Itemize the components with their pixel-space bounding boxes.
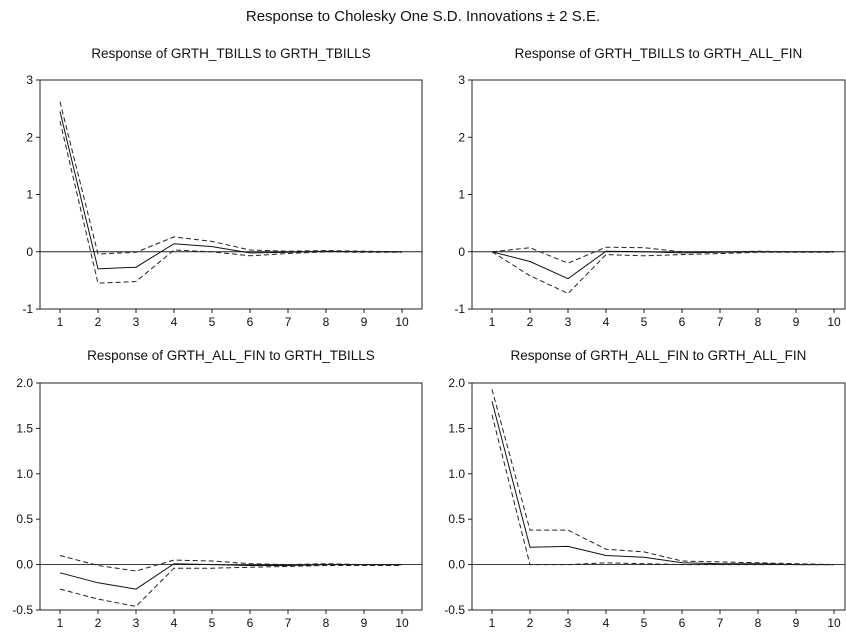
x-tick-label: 4 — [171, 315, 178, 329]
x-tick-label: 6 — [247, 616, 254, 630]
x-tick-label: 3 — [133, 315, 140, 329]
x-tick-label: 8 — [755, 616, 762, 630]
series-line-upper — [491, 389, 835, 566]
x-tick-label: 10 — [827, 315, 841, 329]
plot-frame — [39, 382, 423, 611]
y-tick-label: 0.0 — [16, 558, 33, 572]
x-tick-label: 8 — [323, 616, 330, 630]
x-tick-label: 7 — [285, 616, 292, 630]
y-tick-label: 3 — [26, 73, 33, 87]
y-tick-label: 0.5 — [448, 512, 465, 526]
x-tick-label: 6 — [247, 315, 254, 329]
x-tick-label: 5 — [641, 616, 648, 630]
x-tick-label: 10 — [395, 616, 409, 630]
y-tick-label: 0 — [458, 245, 465, 259]
x-tick-label: 6 — [679, 315, 686, 329]
x-tick-label: 10 — [395, 315, 409, 329]
x-tick-label: 2 — [95, 315, 102, 329]
y-tick-label: 1 — [26, 188, 33, 202]
plot-frame — [471, 382, 846, 611]
y-tick-label: -1 — [454, 302, 465, 316]
series-line-response — [59, 111, 402, 270]
y-tick-label: 1.5 — [16, 421, 33, 435]
x-tick-label: 7 — [717, 315, 724, 329]
series-line-lower — [59, 121, 402, 284]
x-tick-label: 10 — [827, 616, 841, 630]
y-tick-label: 2.0 — [448, 376, 465, 390]
x-tick-label: 1 — [489, 616, 496, 630]
y-tick-label: 0.0 — [448, 558, 465, 572]
x-tick-label: 9 — [361, 315, 368, 329]
y-tick-label: -0.5 — [12, 603, 33, 617]
y-tick-label: -1 — [22, 302, 33, 316]
y-tick-label: 0.5 — [16, 512, 33, 526]
series-line-lower — [491, 414, 834, 566]
x-tick-label: 3 — [565, 315, 572, 329]
y-tick-label: 1 — [458, 188, 465, 202]
x-tick-label: 9 — [793, 616, 800, 630]
x-tick-label: 1 — [57, 315, 64, 329]
x-tick-label: 1 — [489, 315, 496, 329]
series-line-lower — [59, 565, 402, 607]
x-tick-label: 6 — [679, 616, 686, 630]
y-tick-label: 2 — [26, 130, 33, 144]
y-tick-label: 3 — [458, 73, 465, 87]
series-line-upper — [59, 555, 402, 572]
x-tick-label: 5 — [641, 315, 648, 329]
y-tick-label: 1.0 — [448, 467, 465, 481]
panel-title: Response of GRTH_ALL_FIN to GRTH_TBILLS — [87, 348, 375, 363]
y-tick-label: -0.5 — [444, 603, 465, 617]
x-tick-label: 3 — [133, 616, 140, 630]
x-tick-label: 4 — [603, 315, 610, 329]
y-tick-label: 2.0 — [16, 376, 33, 390]
x-tick-label: 5 — [209, 315, 216, 329]
x-tick-label: 9 — [361, 616, 368, 630]
panel-title: Response of GRTH_TBILLS to GRTH_ALL_FIN — [515, 46, 803, 61]
series-line-upper — [59, 101, 403, 255]
y-tick-label: 1.5 — [448, 421, 465, 435]
x-tick-label: 4 — [603, 616, 610, 630]
series-line-upper — [491, 246, 834, 264]
plot-frame — [39, 79, 423, 310]
panel-4: Response of GRTH_ALL_FIN to GRTH_ALL_FIN… — [444, 348, 846, 630]
y-tick-label: 0 — [26, 245, 33, 259]
x-tick-label: 5 — [209, 616, 216, 630]
x-tick-label: 9 — [793, 315, 800, 329]
chart-main-title: Response to Cholesky One S.D. Innovation… — [245, 8, 601, 25]
x-tick-label: 4 — [171, 616, 178, 630]
y-tick-label: 1.0 — [16, 467, 33, 481]
panel-title: Response of GRTH_ALL_FIN to GRTH_ALL_FIN — [511, 348, 807, 363]
x-tick-label: 3 — [565, 616, 572, 630]
x-tick-label: 2 — [527, 616, 534, 630]
x-tick-label: 7 — [285, 315, 292, 329]
x-tick-label: 2 — [95, 616, 102, 630]
series-line-lower — [491, 251, 834, 295]
series-line-response — [491, 401, 834, 566]
x-tick-label: 8 — [323, 315, 330, 329]
series-line-response — [491, 250, 834, 280]
y-tick-label: 2 — [458, 130, 465, 144]
panel-title: Response of GRTH_TBILLS to GRTH_TBILLS — [91, 46, 370, 61]
x-tick-label: 7 — [717, 616, 724, 630]
panel-2: Response of GRTH_TBILLS to GRTH_ALL_FIN -… — [454, 46, 846, 329]
x-tick-label: 2 — [527, 315, 534, 329]
x-tick-label: 8 — [755, 315, 762, 329]
panel-3: Response of GRTH_ALL_FIN to GRTH_TBILLS -… — [12, 348, 423, 630]
panel-1: Response of GRTH_TBILLS to GRTH_TBILLS -1… — [22, 46, 423, 329]
x-tick-label: 1 — [57, 616, 64, 630]
